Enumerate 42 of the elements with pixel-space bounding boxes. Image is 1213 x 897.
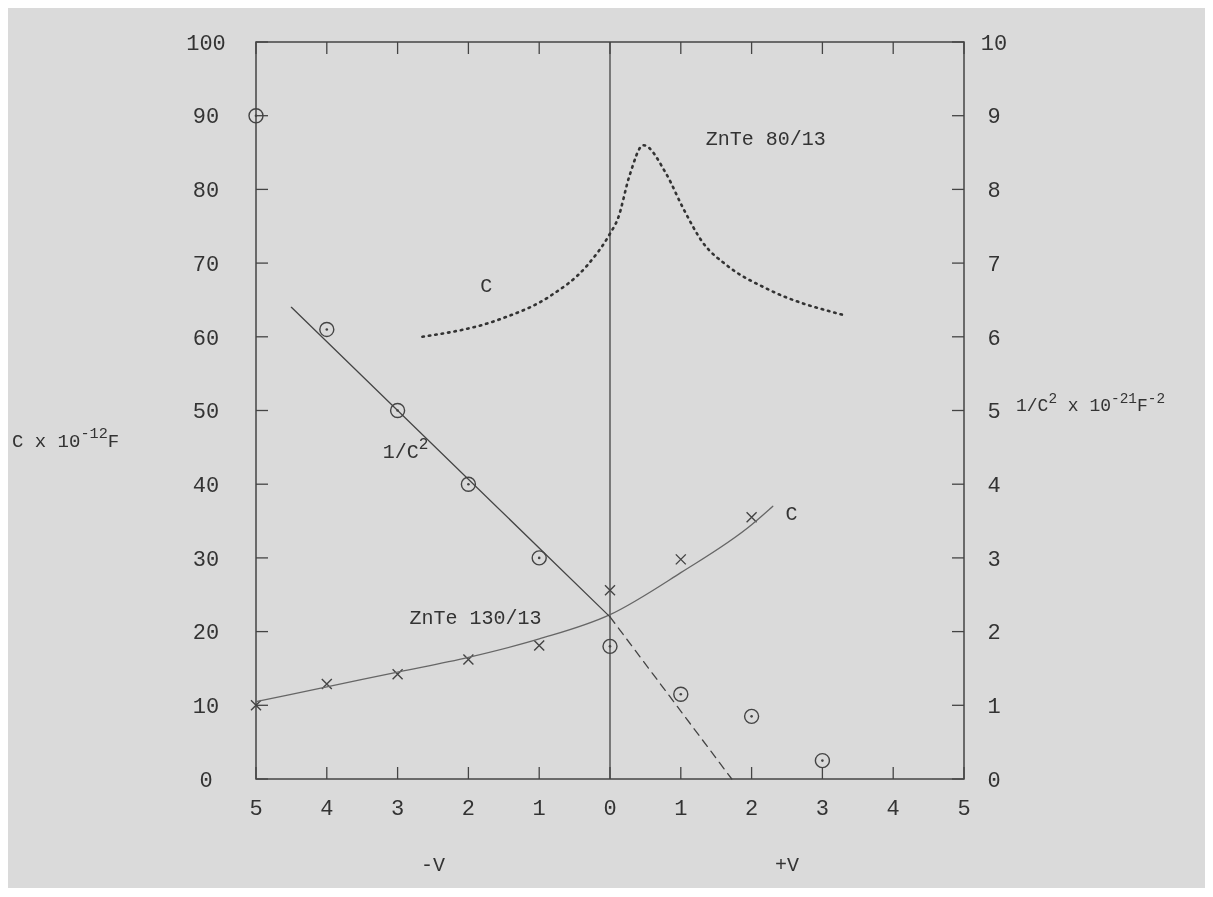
x-tick-label: 5 [249,797,263,822]
text: +V [774,853,800,877]
y2-tick-label: 3 [987,547,1001,573]
text: -V [420,853,446,877]
y2-tick-label: 9 [987,105,1001,131]
y-tick-label: 50 [192,400,220,426]
y-tick-label: 20 [192,621,220,647]
annotation: ZnTe 80/13 [705,127,826,151]
x-tick-label: 1 [532,797,546,822]
x-tick-label: 2 [745,797,759,822]
y2-tick-label: 5 [987,400,1001,426]
y2-tick-label: 0 [987,768,1001,794]
series-label: C [480,275,493,299]
x-tick-label: 4 [886,797,900,822]
y-tick-label: 60 [192,326,220,352]
y-tick-label: 0 [199,768,213,794]
x-tick-label: 4 [320,797,334,822]
x-tick-label: 3 [391,797,405,822]
y-tick-label: 80 [192,179,220,205]
x-tick-label: 1 [674,797,688,822]
y-axis-title: C x 10$^{-12}$F [12,425,120,454]
series-label: C [785,503,798,527]
y2-tick-label: 2 [987,621,1001,647]
x-tick-label: 0 [603,797,617,822]
annotation: ZnTe 130/13 [409,606,542,630]
y2-tick-label: 6 [987,326,1001,352]
y2-tick-label: 7 [987,252,1001,278]
y2-tick-label: 1 [987,695,1001,720]
y-tick-label: 70 [192,252,220,278]
y2-tick-label: 4 [987,473,1001,499]
y2-axis-title: 1/C$^{2}$ x 10$^{-21}$F$^{-2}$ [1016,390,1166,416]
series-label: 1/C$^{2}$ [382,435,429,464]
y-tick-label: 40 [192,473,220,499]
x-tick-label: 3 [815,797,829,822]
y-tick-label: 90 [192,105,220,131]
y2-tick-label: 10 [980,31,1008,57]
x-tick-label: 5 [957,797,971,822]
y-tick-label: 10 [192,695,220,720]
x-tick-label: 2 [461,797,475,822]
y2-tick-label: 8 [987,179,1001,205]
y-tick-label: 30 [192,547,220,573]
y-tick-label: 100 [186,31,226,57]
